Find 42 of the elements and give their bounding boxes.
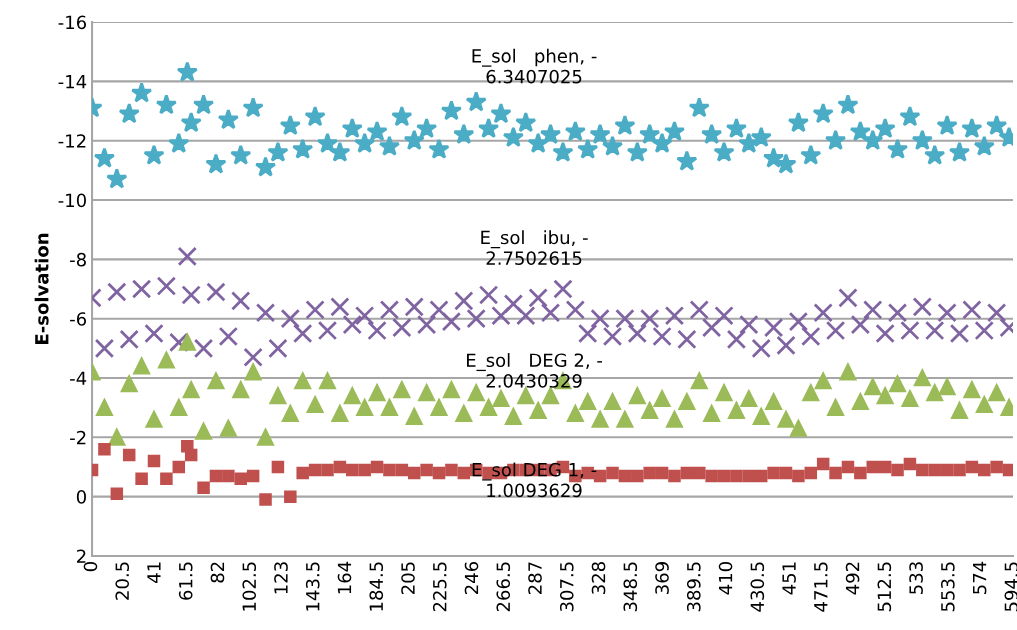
x-tick-label: 307.5 bbox=[559, 562, 574, 612]
annotation: E_sol ibu, - 2.7502615 bbox=[481, 230, 588, 265]
x-tick-label: 410 bbox=[718, 562, 733, 595]
x-tick-label: 266.5 bbox=[496, 562, 511, 612]
x-tick-label: 553.5 bbox=[941, 562, 955, 612]
x-tick-label: 574 bbox=[973, 561, 987, 594]
x-tick-label: 471.5 bbox=[814, 562, 828, 612]
y-tick-label: -2 bbox=[70, 430, 86, 445]
x-tick-label: 389.5 bbox=[686, 562, 701, 612]
x-tick-label: 123 bbox=[274, 562, 288, 594]
x-tick-label: 205 bbox=[401, 562, 415, 594]
x-tick-label: 246 bbox=[464, 561, 479, 594]
x-tick-label: 41 bbox=[147, 562, 161, 583]
y-axis-title: E-solvation bbox=[34, 233, 49, 344]
y-tick-label: -16 bbox=[58, 15, 87, 30]
x-tick-label: 512.5 bbox=[877, 562, 892, 612]
y-tick-label: -12 bbox=[58, 134, 86, 148]
x-tick-label: 328 bbox=[591, 562, 606, 594]
x-tick-label: 451 bbox=[782, 562, 796, 595]
y-tick-label: -14 bbox=[58, 75, 87, 89]
x-tick-label: 430.5 bbox=[750, 562, 765, 612]
x-tick-label: 348.5 bbox=[623, 562, 638, 612]
x-tick-label: 225.5 bbox=[432, 562, 447, 612]
x-tick-label: 533 bbox=[909, 562, 923, 594]
y-tick-label: -4 bbox=[70, 371, 87, 385]
x-tick-label: 82 bbox=[210, 562, 225, 583]
x-tick-label: 143.5 bbox=[305, 562, 320, 611]
x-tick-label: 287 bbox=[528, 562, 542, 594]
x-tick-label: 102.5 bbox=[242, 562, 257, 611]
y-tick-label: -10 bbox=[58, 193, 86, 208]
x-tick-label: 61.5 bbox=[178, 562, 193, 600]
y-tick-label: -8 bbox=[70, 252, 86, 267]
x-tick-label: 20.5 bbox=[115, 562, 130, 600]
y-tick-label: 0 bbox=[76, 490, 86, 504]
annotation: E_sol phen, - 6.3407025 bbox=[472, 48, 597, 84]
x-tick-label: 164 bbox=[337, 561, 352, 594]
x-tick-label: 369 bbox=[655, 562, 669, 594]
x-tick-label: 184.5 bbox=[369, 562, 384, 611]
y-tick-label: 2 bbox=[77, 549, 86, 563]
y-tick-label: -6 bbox=[70, 312, 87, 326]
x-tick-label: 0 bbox=[83, 562, 98, 572]
x-tick-label: 492 bbox=[845, 562, 860, 595]
